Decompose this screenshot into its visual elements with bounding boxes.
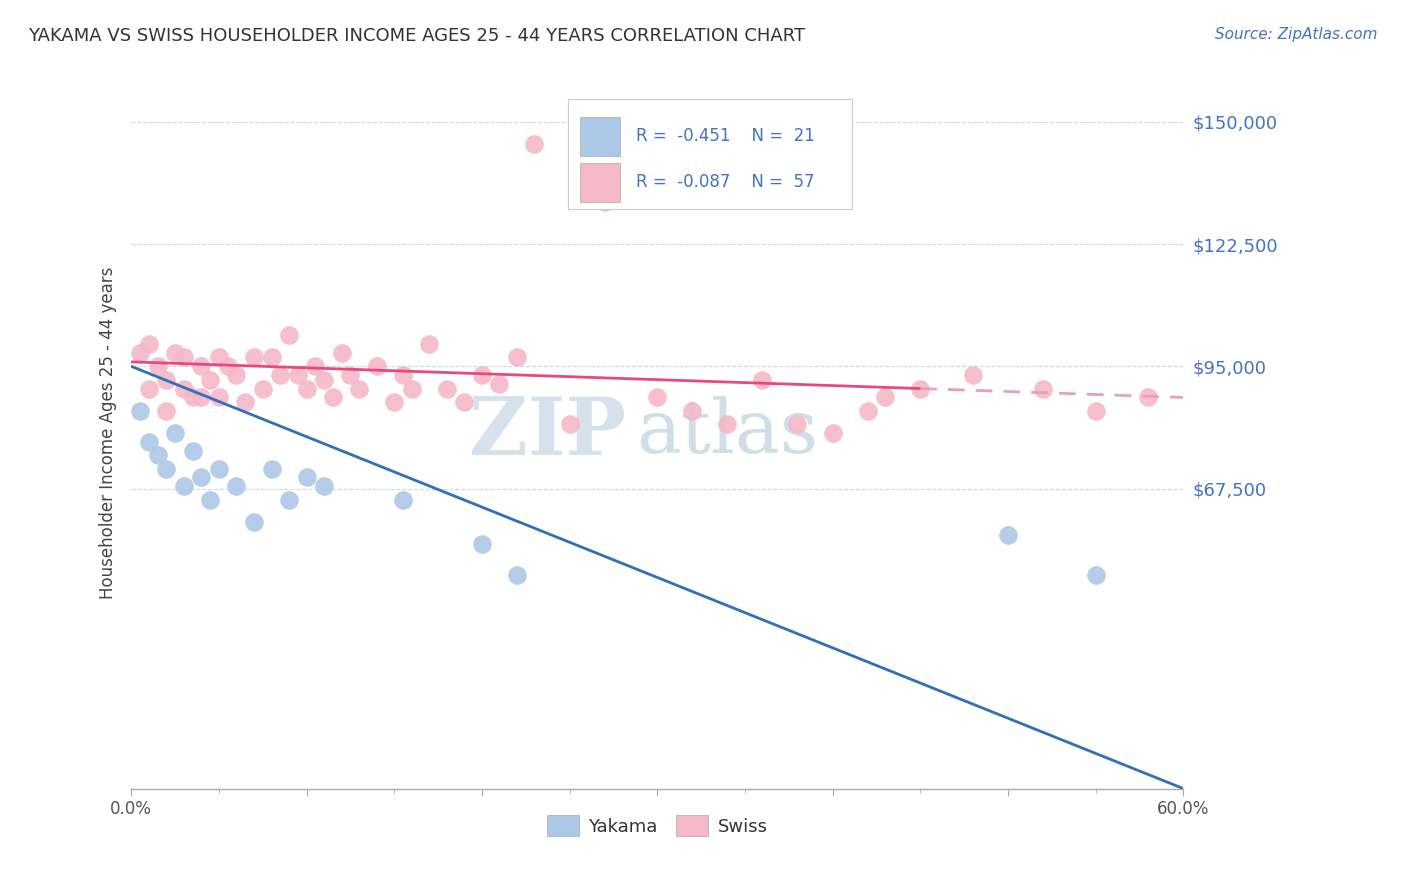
Point	[208, 461, 231, 475]
Point	[506, 568, 529, 582]
Point	[1032, 382, 1054, 396]
Point	[488, 377, 510, 392]
Point	[1084, 568, 1107, 582]
Point	[392, 492, 415, 507]
Point	[295, 470, 318, 484]
Point	[155, 373, 177, 387]
Point	[138, 382, 160, 396]
Point	[908, 382, 931, 396]
Text: R =  -0.451    N =  21: R = -0.451 N = 21	[636, 127, 815, 145]
Point	[751, 373, 773, 387]
Point	[593, 194, 616, 209]
Point	[208, 391, 231, 405]
Point	[523, 137, 546, 152]
Point	[173, 479, 195, 493]
Point	[233, 395, 256, 409]
Point	[165, 346, 187, 360]
Point	[716, 417, 738, 431]
Point	[225, 368, 247, 383]
Point	[471, 368, 494, 383]
Point	[856, 403, 879, 417]
Point	[347, 382, 370, 396]
Point	[314, 373, 336, 387]
FancyBboxPatch shape	[568, 99, 852, 209]
Point	[322, 391, 344, 405]
Point	[875, 391, 897, 405]
FancyBboxPatch shape	[581, 162, 620, 202]
Legend: Yakama, Swiss: Yakama, Swiss	[540, 808, 775, 844]
Point	[146, 448, 169, 462]
Point	[506, 351, 529, 365]
Point	[198, 373, 221, 387]
Point	[330, 346, 353, 360]
FancyBboxPatch shape	[581, 117, 620, 156]
Point	[436, 382, 458, 396]
Point	[997, 528, 1019, 542]
Point	[392, 368, 415, 383]
Point	[471, 537, 494, 551]
Point	[962, 368, 984, 383]
Point	[138, 337, 160, 351]
Point	[217, 359, 239, 374]
Point	[278, 492, 301, 507]
Point	[198, 492, 221, 507]
Text: ZIP: ZIP	[468, 394, 626, 472]
Point	[243, 515, 266, 529]
Point	[366, 359, 388, 374]
Point	[269, 368, 291, 383]
Point	[1137, 391, 1160, 405]
Point	[129, 346, 152, 360]
Point	[287, 368, 309, 383]
Point	[129, 403, 152, 417]
Point	[225, 479, 247, 493]
Point	[190, 359, 212, 374]
Point	[181, 391, 204, 405]
Point	[260, 461, 283, 475]
Point	[382, 395, 405, 409]
Point	[190, 391, 212, 405]
Text: Source: ZipAtlas.com: Source: ZipAtlas.com	[1215, 27, 1378, 42]
Point	[165, 425, 187, 440]
Point	[339, 368, 361, 383]
Point	[401, 382, 423, 396]
Point	[418, 337, 440, 351]
Point	[155, 461, 177, 475]
Point	[295, 382, 318, 396]
Point	[821, 425, 844, 440]
Point	[146, 359, 169, 374]
Point	[138, 434, 160, 449]
Point	[278, 328, 301, 343]
Point	[252, 382, 274, 396]
Point	[243, 351, 266, 365]
Point	[453, 395, 475, 409]
Point	[1084, 403, 1107, 417]
Point	[173, 382, 195, 396]
Text: R =  -0.087    N =  57: R = -0.087 N = 57	[636, 173, 814, 191]
Point	[173, 351, 195, 365]
Point	[304, 359, 326, 374]
Text: atlas: atlas	[636, 396, 818, 469]
Point	[681, 403, 703, 417]
Point	[208, 351, 231, 365]
Text: YAKAMA VS SWISS HOUSEHOLDER INCOME AGES 25 - 44 YEARS CORRELATION CHART: YAKAMA VS SWISS HOUSEHOLDER INCOME AGES …	[28, 27, 806, 45]
Point	[314, 479, 336, 493]
Point	[181, 443, 204, 458]
Point	[155, 403, 177, 417]
Point	[260, 351, 283, 365]
Point	[190, 470, 212, 484]
Point	[786, 417, 808, 431]
Point	[558, 417, 581, 431]
Point	[645, 391, 668, 405]
Y-axis label: Householder Income Ages 25 - 44 years: Householder Income Ages 25 - 44 years	[100, 267, 117, 599]
